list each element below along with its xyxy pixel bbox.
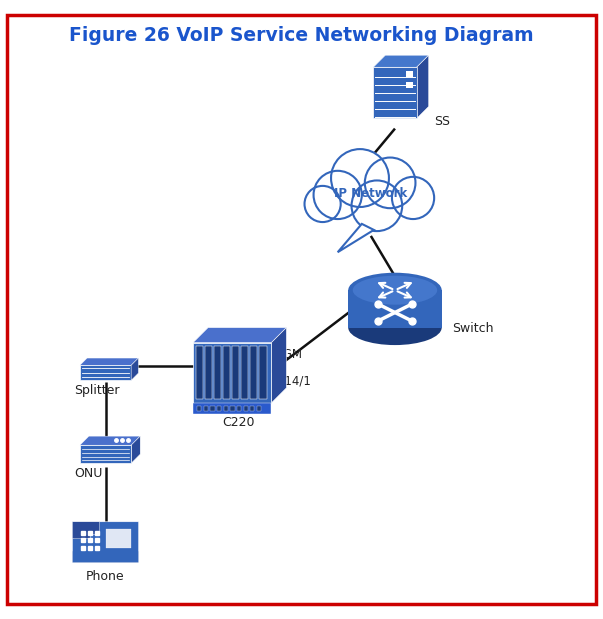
Polygon shape (80, 358, 138, 365)
FancyBboxPatch shape (80, 445, 131, 463)
Text: IP Network: IP Network (334, 187, 408, 200)
Text: Switch: Switch (452, 321, 494, 334)
Ellipse shape (353, 275, 437, 305)
Circle shape (305, 186, 341, 222)
FancyBboxPatch shape (349, 290, 442, 327)
Text: Figure 26 VoIP Service Networking Diagram: Figure 26 VoIP Service Networking Diagra… (69, 25, 534, 45)
Text: GPFA: GPFA (200, 348, 229, 361)
Polygon shape (131, 436, 140, 463)
Text: 0/14/1: 0/14/1 (273, 374, 311, 387)
FancyBboxPatch shape (210, 406, 215, 412)
FancyBboxPatch shape (259, 346, 267, 399)
FancyBboxPatch shape (244, 406, 248, 412)
FancyBboxPatch shape (214, 346, 221, 399)
Polygon shape (271, 327, 286, 403)
Polygon shape (193, 327, 286, 343)
Text: Splitter: Splitter (74, 384, 119, 397)
FancyBboxPatch shape (196, 346, 203, 399)
FancyBboxPatch shape (223, 346, 230, 399)
Polygon shape (417, 55, 429, 118)
Polygon shape (72, 522, 139, 563)
FancyBboxPatch shape (197, 406, 201, 412)
FancyBboxPatch shape (241, 346, 248, 399)
Circle shape (352, 181, 402, 231)
FancyBboxPatch shape (217, 406, 221, 412)
FancyBboxPatch shape (72, 551, 139, 563)
FancyBboxPatch shape (204, 406, 208, 412)
Text: Phone: Phone (86, 570, 125, 583)
Circle shape (392, 177, 434, 219)
FancyBboxPatch shape (80, 365, 131, 380)
Polygon shape (338, 224, 374, 252)
Circle shape (365, 158, 415, 208)
Ellipse shape (349, 310, 442, 345)
FancyBboxPatch shape (257, 406, 261, 412)
FancyBboxPatch shape (224, 406, 228, 412)
FancyBboxPatch shape (193, 343, 271, 403)
FancyBboxPatch shape (406, 71, 413, 77)
FancyBboxPatch shape (106, 529, 131, 548)
FancyBboxPatch shape (193, 403, 271, 414)
FancyBboxPatch shape (250, 346, 257, 399)
Text: ONU: ONU (74, 467, 103, 480)
Text: C220: C220 (222, 416, 254, 429)
Polygon shape (373, 55, 429, 67)
Ellipse shape (349, 273, 442, 308)
FancyBboxPatch shape (373, 67, 417, 118)
FancyBboxPatch shape (230, 406, 235, 412)
FancyBboxPatch shape (205, 346, 212, 399)
Text: 0/5/1: 0/5/1 (200, 374, 230, 387)
Text: SS: SS (434, 115, 450, 128)
Circle shape (314, 171, 362, 219)
FancyBboxPatch shape (237, 406, 241, 412)
Polygon shape (72, 522, 99, 539)
FancyBboxPatch shape (250, 406, 254, 412)
FancyBboxPatch shape (232, 346, 239, 399)
Polygon shape (131, 358, 138, 380)
Text: EIGM: EIGM (273, 348, 303, 361)
Polygon shape (80, 436, 140, 445)
FancyBboxPatch shape (406, 82, 413, 88)
Circle shape (331, 149, 389, 207)
